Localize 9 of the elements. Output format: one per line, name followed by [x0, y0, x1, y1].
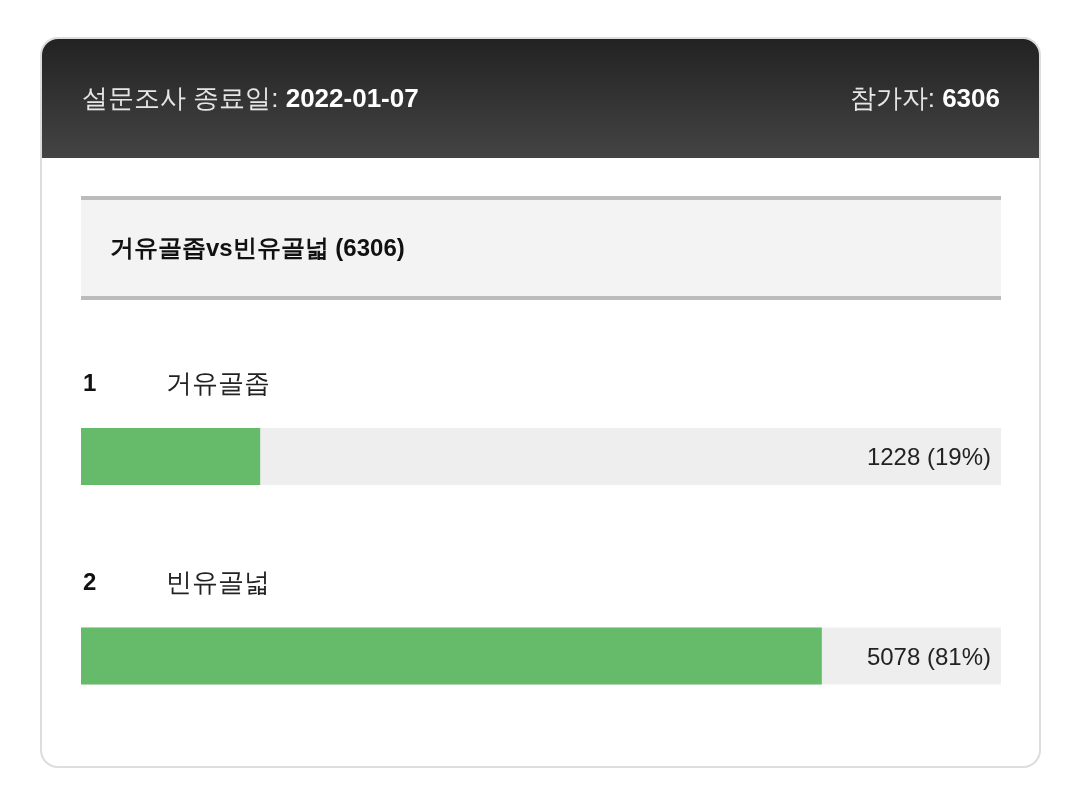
annotation: 1: [83, 368, 97, 397]
text: 설문조사 종료일: 2022-01-07: [82, 83, 419, 113]
y-tick-label: 빈유골넓: [166, 567, 270, 598]
y-tick-label: 거유골좁: [166, 367, 270, 398]
chart-title: 거유골좁vs빈유골넓 (6306): [110, 233, 405, 263]
annotation: 2: [83, 568, 97, 597]
data-label: 1228 (19%): [866, 443, 991, 470]
text: 참가자: 6306: [849, 83, 1000, 113]
data-label: 5078 (81%): [866, 642, 991, 670]
